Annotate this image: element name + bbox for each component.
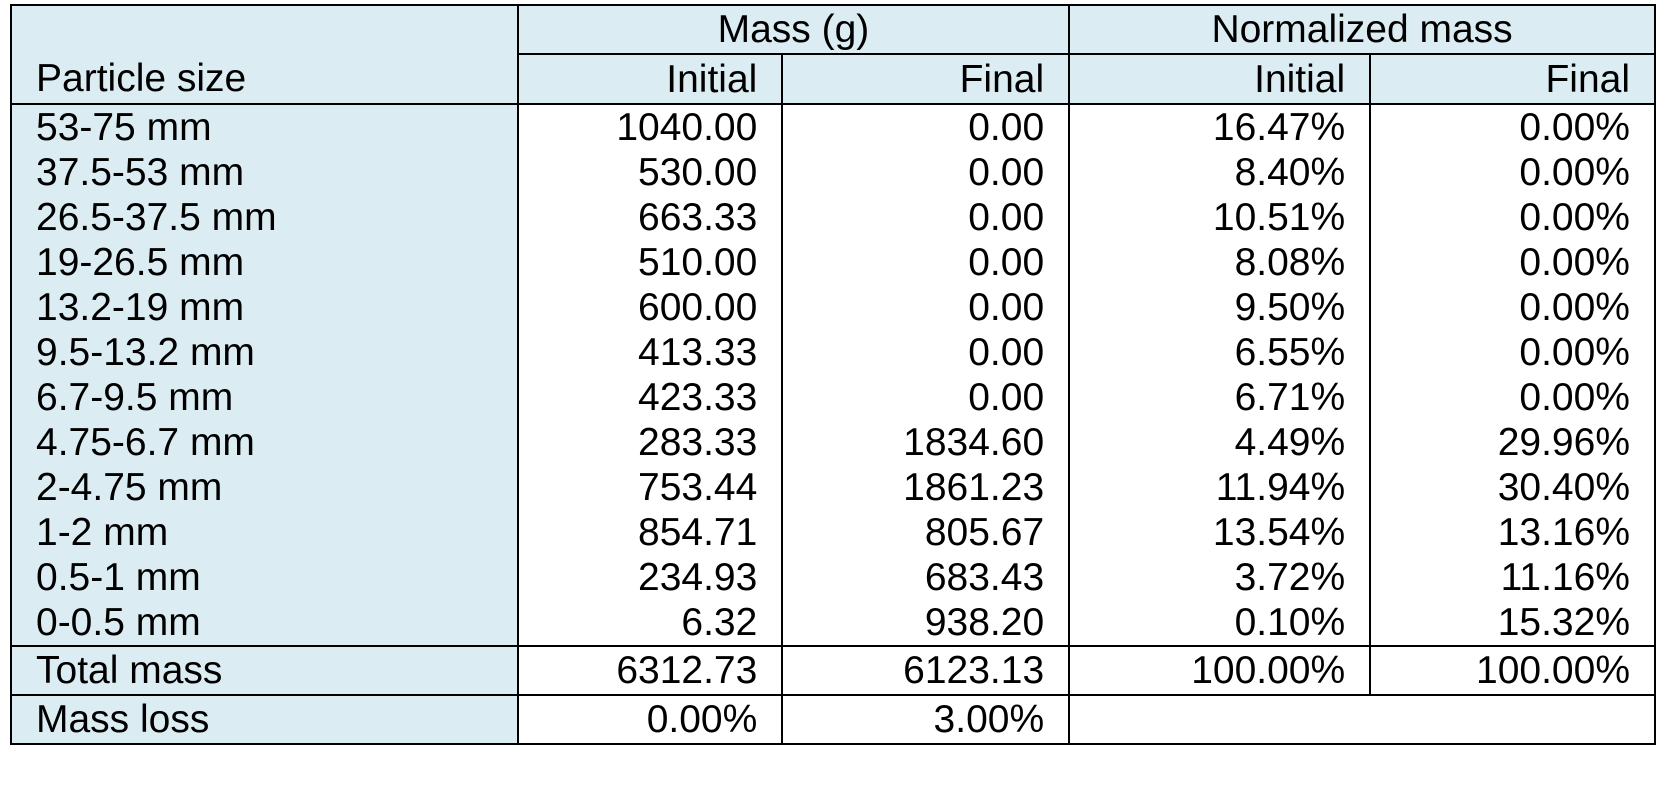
mass-final-cell: 0.00	[782, 240, 1071, 285]
mass-final-header: Final	[782, 54, 1071, 105]
table-row: 6.7-9.5 mm 423.33 0.00 6.71% 0.00%	[10, 375, 1656, 420]
normalized-final-cell: 0.00%	[1370, 375, 1656, 420]
particle-size-header: Particle size	[10, 54, 519, 105]
normalized-final-cell: 0.00%	[1370, 150, 1656, 195]
mass-initial-cell: 663.33	[517, 195, 784, 240]
mass-initial-cell: 234.93	[517, 555, 784, 600]
normalized-initial-cell: 8.40%	[1069, 150, 1372, 195]
table-row: 53-75 mm 1040.00 0.00 16.47% 0.00%	[10, 104, 1656, 150]
normalized-final-cell: 29.96%	[1370, 420, 1656, 465]
normalized-initial-cell: 6.55%	[1069, 330, 1372, 375]
total-normalized-initial: 100.00%	[1069, 645, 1372, 696]
mass-final-cell: 0.00	[782, 104, 1071, 150]
particle-size-cell: 0.5-1 mm	[10, 555, 519, 600]
particle-size-cell: 9.5-13.2 mm	[10, 330, 519, 375]
mass-initial-cell: 600.00	[517, 285, 784, 330]
mass-initial-cell: 413.33	[517, 330, 784, 375]
normalized-initial-cell: 11.94%	[1069, 465, 1372, 510]
header-row-groups: Mass (g) Normalized mass	[10, 4, 1656, 55]
normalized-final-header: Final	[1370, 54, 1656, 105]
normalized-initial-cell: 16.47%	[1069, 104, 1372, 150]
table-row: 37.5-53 mm 530.00 0.00 8.40% 0.00%	[10, 150, 1656, 195]
header-corner-cell	[10, 4, 519, 54]
mass-initial-header: Initial	[517, 54, 784, 105]
normalized-initial-cell: 10.51%	[1069, 195, 1372, 240]
mass-loss-final: 3.00%	[782, 695, 1071, 745]
table-row: 19-26.5 mm 510.00 0.00 8.08% 0.00%	[10, 240, 1656, 285]
mass-initial-cell: 753.44	[517, 465, 784, 510]
normalized-initial-cell: 3.72%	[1069, 555, 1372, 600]
mass-final-cell: 805.67	[782, 510, 1071, 555]
normalized-initial-cell: 4.49%	[1069, 420, 1372, 465]
mass-initial-cell: 510.00	[517, 240, 784, 285]
normalized-initial-cell: 6.71%	[1069, 375, 1372, 420]
table-row: 13.2-19 mm 600.00 0.00 9.50% 0.00%	[10, 285, 1656, 330]
normalized-final-cell: 0.00%	[1370, 240, 1656, 285]
mass-final-cell: 1834.60	[782, 420, 1071, 465]
table-row: 26.5-37.5 mm 663.33 0.00 10.51% 0.00%	[10, 195, 1656, 240]
particle-size-cell: 37.5-53 mm	[10, 150, 519, 195]
mass-initial-cell: 1040.00	[517, 104, 784, 150]
mass-group-header: Mass (g)	[517, 4, 1071, 55]
total-row: Total mass 6312.73 6123.13 100.00% 100.0…	[10, 645, 1656, 696]
particle-size-cell: 1-2 mm	[10, 510, 519, 555]
mass-loss-empty-cell	[1069, 695, 1656, 745]
table-row: 0.5-1 mm 234.93 683.43 3.72% 11.16%	[10, 555, 1656, 600]
mass-initial-cell: 283.33	[517, 420, 784, 465]
mass-initial-cell: 6.32	[517, 600, 784, 646]
particle-size-mass-table: Mass (g) Normalized mass Particle size I…	[10, 4, 1656, 745]
normalized-final-cell: 30.40%	[1370, 465, 1656, 510]
normalized-initial-cell: 8.08%	[1069, 240, 1372, 285]
total-mass-final: 6123.13	[782, 645, 1071, 696]
mass-final-cell: 938.20	[782, 600, 1071, 646]
total-normalized-final: 100.00%	[1370, 645, 1656, 696]
table-row: 0-0.5 mm 6.32 938.20 0.10% 15.32%	[10, 600, 1656, 646]
mass-initial-cell: 423.33	[517, 375, 784, 420]
total-mass-initial: 6312.73	[517, 645, 784, 696]
normalized-final-cell: 15.32%	[1370, 600, 1656, 646]
mass-final-cell: 0.00	[782, 150, 1071, 195]
total-label: Total mass	[10, 645, 519, 696]
normalized-final-cell: 0.00%	[1370, 195, 1656, 240]
table-row: 4.75-6.7 mm 283.33 1834.60 4.49% 29.96%	[10, 420, 1656, 465]
mass-final-cell: 683.43	[782, 555, 1071, 600]
mass-loss-initial: 0.00%	[517, 695, 784, 745]
normalized-final-cell: 11.16%	[1370, 555, 1656, 600]
normalized-initial-cell: 0.10%	[1069, 600, 1372, 646]
particle-size-cell: 13.2-19 mm	[10, 285, 519, 330]
mass-final-cell: 1861.23	[782, 465, 1071, 510]
mass-final-cell: 0.00	[782, 195, 1071, 240]
mass-loss-label: Mass loss	[10, 695, 519, 745]
table-row: 9.5-13.2 mm 413.33 0.00 6.55% 0.00%	[10, 330, 1656, 375]
mass-initial-cell: 854.71	[517, 510, 784, 555]
mass-initial-cell: 530.00	[517, 150, 784, 195]
header-row-columns: Particle size Initial Final Initial Fina…	[10, 54, 1656, 105]
table-row: 1-2 mm 854.71 805.67 13.54% 13.16%	[10, 510, 1656, 555]
mass-final-cell: 0.00	[782, 375, 1071, 420]
normalized-group-header: Normalized mass	[1069, 4, 1656, 55]
normalized-final-cell: 13.16%	[1370, 510, 1656, 555]
particle-size-cell: 26.5-37.5 mm	[10, 195, 519, 240]
particle-size-cell: 19-26.5 mm	[10, 240, 519, 285]
normalized-initial-cell: 9.50%	[1069, 285, 1372, 330]
normalized-initial-header: Initial	[1069, 54, 1372, 105]
mass-final-cell: 0.00	[782, 330, 1071, 375]
particle-size-cell: 53-75 mm	[10, 104, 519, 150]
normalized-initial-cell: 13.54%	[1069, 510, 1372, 555]
table-row: 2-4.75 mm 753.44 1861.23 11.94% 30.40%	[10, 465, 1656, 510]
normalized-final-cell: 0.00%	[1370, 104, 1656, 150]
mass-final-cell: 0.00	[782, 285, 1071, 330]
normalized-final-cell: 0.00%	[1370, 285, 1656, 330]
particle-size-cell: 0-0.5 mm	[10, 600, 519, 646]
normalized-final-cell: 0.00%	[1370, 330, 1656, 375]
particle-size-cell: 6.7-9.5 mm	[10, 375, 519, 420]
particle-size-cell: 2-4.75 mm	[10, 465, 519, 510]
mass-loss-row: Mass loss 0.00% 3.00%	[10, 695, 1656, 745]
particle-size-cell: 4.75-6.7 mm	[10, 420, 519, 465]
